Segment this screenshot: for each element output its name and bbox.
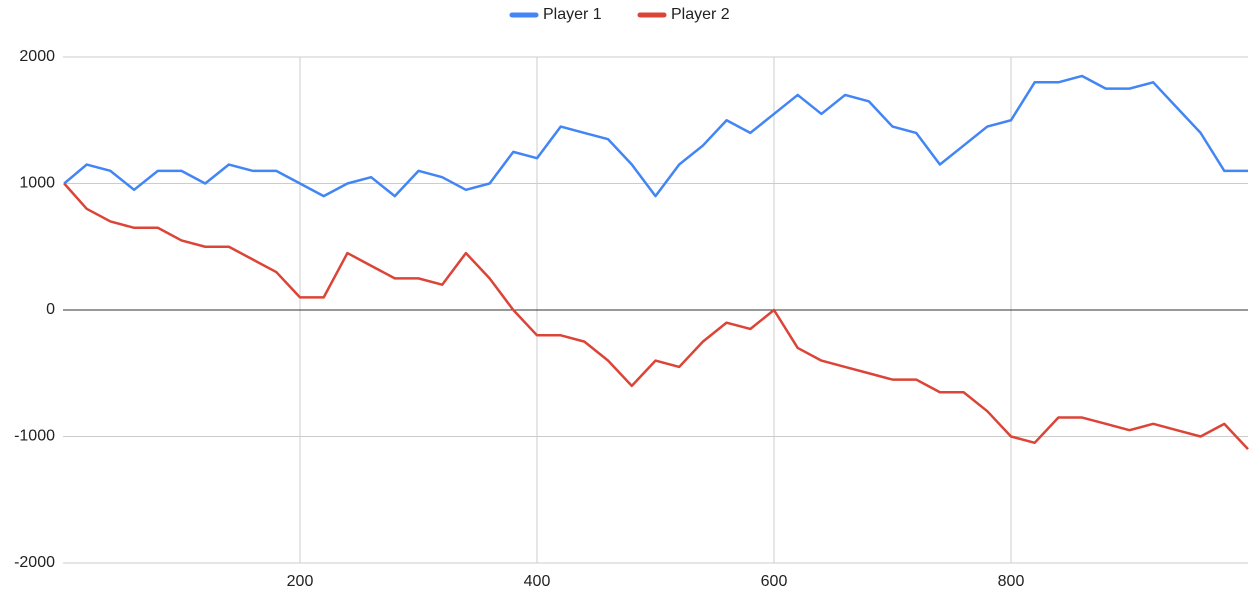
x-tick-label: 800 bbox=[998, 573, 1025, 590]
y-tick-label: 0 bbox=[46, 301, 55, 318]
y-tick-label: 2000 bbox=[19, 48, 55, 65]
y-tick-label: -1000 bbox=[14, 428, 55, 445]
x-tick-label: 200 bbox=[287, 573, 314, 590]
y-tick-label: -2000 bbox=[14, 554, 55, 571]
x-tick-label: 600 bbox=[761, 573, 788, 590]
x-tick-label: 400 bbox=[524, 573, 551, 590]
line-series bbox=[63, 182, 1249, 451]
line-series bbox=[63, 74, 1248, 198]
legend-label: Player 1 bbox=[543, 6, 602, 23]
legend-label: Player 2 bbox=[671, 6, 730, 23]
y-tick-label: 1000 bbox=[19, 175, 55, 192]
